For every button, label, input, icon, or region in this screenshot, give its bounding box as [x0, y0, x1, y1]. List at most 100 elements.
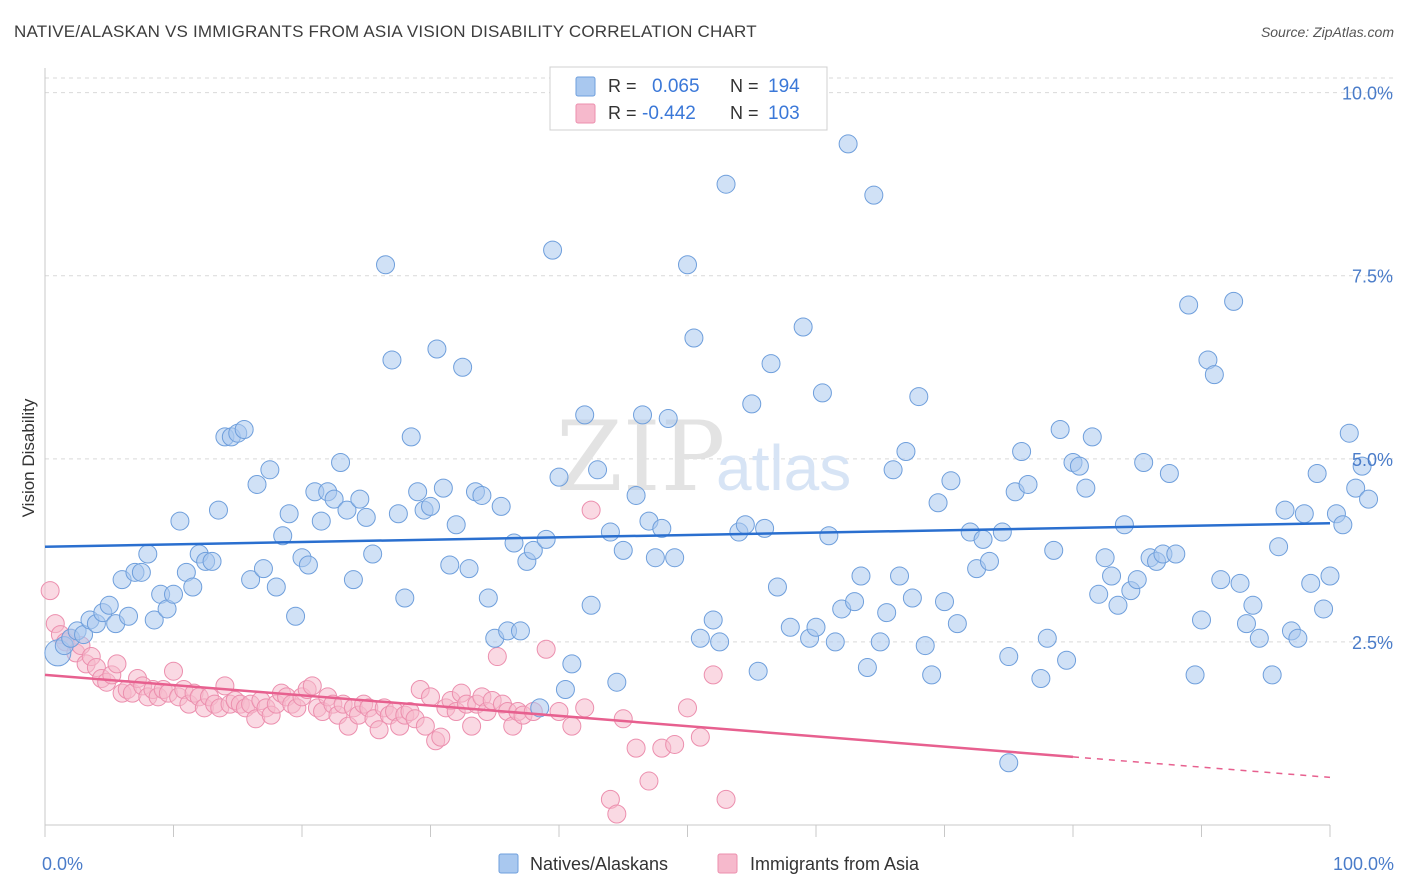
data-point [40, 581, 60, 601]
data-point [973, 529, 993, 549]
data-point [883, 460, 903, 480]
grid-lines [45, 77, 1395, 643]
data-point [575, 698, 595, 718]
data-point [487, 647, 507, 667]
data-point [1320, 566, 1340, 586]
data-point [234, 420, 254, 440]
data-point [302, 676, 322, 696]
data-point [806, 617, 826, 637]
data-point [440, 555, 460, 575]
data-point [356, 507, 376, 527]
data-point [761, 354, 781, 374]
data-point [462, 716, 482, 736]
data-point [431, 727, 451, 747]
data-point [812, 383, 832, 403]
data-point [748, 661, 768, 681]
data-point [588, 460, 608, 480]
source-credit: Source: ZipAtlas.com [1260, 24, 1394, 40]
data-point [941, 471, 961, 491]
data-point [1236, 614, 1256, 634]
data-point [530, 698, 550, 718]
data-point [1082, 427, 1102, 447]
data-point [607, 804, 627, 824]
data-point [1102, 566, 1122, 586]
legend-bottom-swatch-blue [498, 853, 519, 874]
data-point [202, 551, 222, 571]
data-point [562, 654, 582, 674]
trend-line-natives [44, 522, 1331, 548]
legend-r-value-pink: -0.442 [642, 103, 696, 124]
data-point [645, 548, 665, 568]
legend-swatch-pink [575, 103, 596, 124]
data-point [1159, 463, 1179, 483]
data-point [107, 654, 127, 674]
x-tick-label-min: 0.0% [42, 854, 83, 874]
data-point [1249, 628, 1269, 648]
data-point [415, 716, 435, 736]
data-point [350, 489, 370, 509]
data-point [253, 559, 273, 579]
data-point [999, 753, 1019, 773]
data-point [395, 588, 415, 608]
data-point [170, 511, 190, 531]
data-point [1352, 456, 1372, 476]
legend-stats-box [549, 66, 828, 131]
data-point [1204, 365, 1224, 385]
data-point [1185, 665, 1205, 685]
data-point [459, 559, 479, 579]
data-point [1031, 669, 1051, 689]
data-point [119, 606, 139, 626]
data-point [164, 661, 183, 681]
legend-r-value-blue: 0.065 [652, 76, 700, 97]
data-point [510, 621, 530, 641]
data-point [947, 614, 967, 634]
data-point [266, 577, 286, 597]
data-point [343, 570, 363, 590]
legend-n-label-blue: N = [730, 76, 759, 96]
data-point [915, 636, 935, 656]
legend-swatch-blue [575, 76, 596, 97]
data-point [543, 240, 563, 260]
data-point [311, 511, 331, 531]
data-point [716, 174, 736, 194]
data-point [401, 427, 421, 447]
data-point [979, 551, 999, 571]
trend-line-immigrants [44, 673, 1074, 759]
legend-r-label-blue: R = [608, 76, 637, 96]
data-point [1037, 628, 1057, 648]
data-point [453, 357, 473, 377]
data-point [678, 698, 697, 718]
data-point [652, 518, 672, 538]
data-point [369, 720, 389, 740]
data-point [1108, 595, 1128, 615]
data-point [909, 387, 929, 407]
data-point [562, 716, 582, 736]
data-point [845, 592, 865, 612]
data-point [376, 255, 396, 275]
data-point [1211, 570, 1231, 590]
data-point [703, 665, 723, 685]
data-point [144, 610, 164, 630]
data-point [935, 592, 954, 612]
data-point [1018, 474, 1038, 494]
data-point [363, 544, 383, 564]
legend-series: Natives/Alaskans Immigrants from Asia [498, 853, 920, 874]
data-point [433, 478, 453, 498]
data-point [928, 493, 948, 513]
data-point [992, 522, 1012, 542]
data-point [241, 570, 261, 590]
data-point [613, 709, 633, 729]
data-point [890, 566, 910, 586]
data-point [298, 555, 318, 575]
data-point [870, 632, 890, 652]
data-point [504, 533, 524, 553]
legend-bottom-label-blue: Natives/Alaskans [530, 854, 668, 874]
data-point [864, 185, 884, 205]
data-point [780, 617, 800, 637]
legend-stats: R = 0.065 N = 194 R = -0.442 N = 103 [549, 66, 828, 131]
data-point [1307, 463, 1327, 483]
legend-r-label-pink: R = [608, 103, 637, 123]
data-point [1057, 650, 1077, 670]
data-point [1192, 610, 1211, 630]
x-tick-label-max: 100.0% [1333, 854, 1394, 874]
